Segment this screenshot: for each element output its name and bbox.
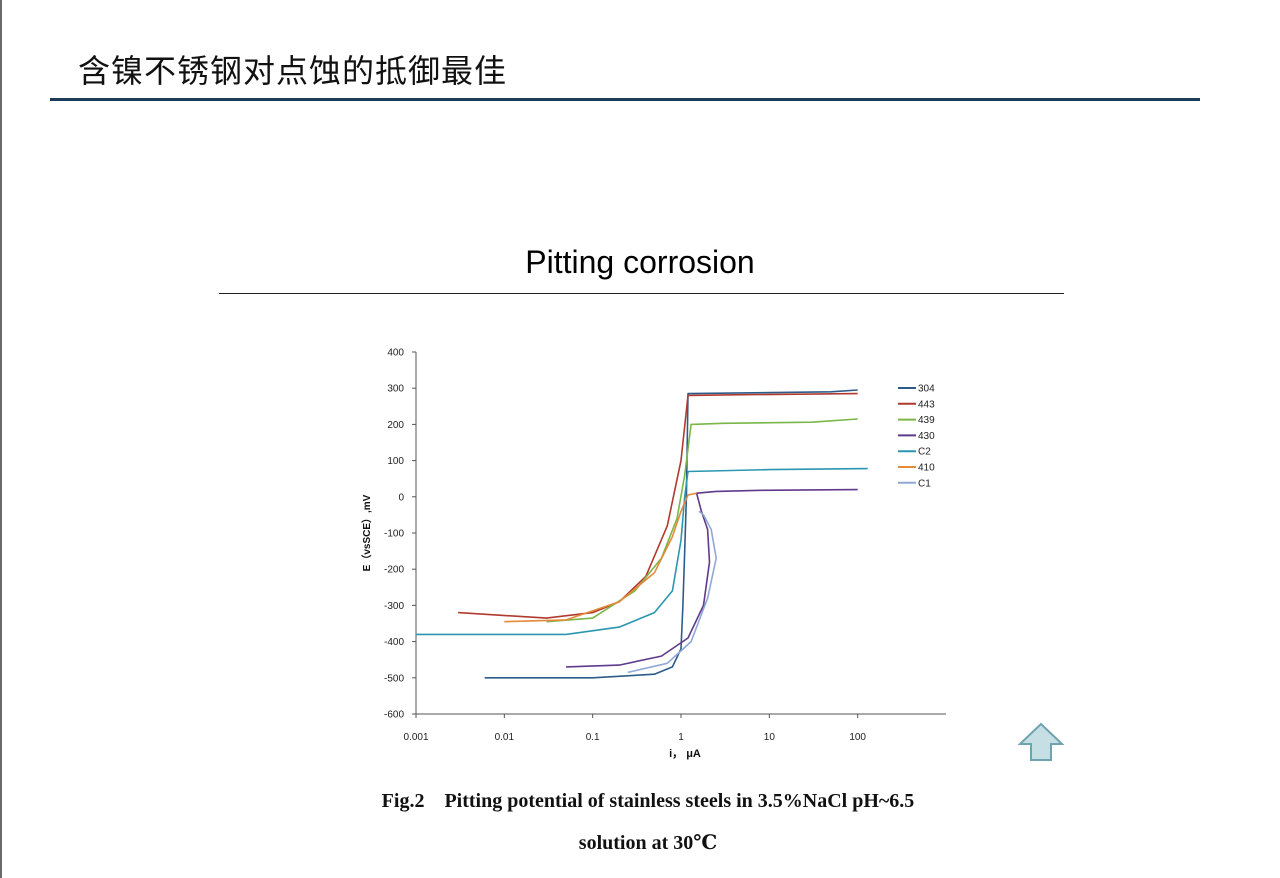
- y-tick-label: 100: [387, 456, 404, 467]
- y-tick-label: 0: [398, 492, 404, 503]
- x-axis-label: i， μA: [669, 748, 701, 760]
- legend-label-c2: C2: [918, 447, 931, 458]
- figure-caption-line1: Fig.2 Pitting potential of stainless ste…: [381, 790, 915, 812]
- y-axis-label: E（vsSCE）,mV: [360, 494, 373, 571]
- slide-left-border: [0, 0, 2, 878]
- x-tick-label: 10: [764, 732, 776, 743]
- chart-series-layer: [416, 389, 868, 679]
- x-tick-label: 0.1: [586, 732, 600, 743]
- legend-label-430: 430: [918, 431, 935, 442]
- series-line-443: [458, 392, 858, 619]
- y-tick-label: 400: [387, 348, 404, 359]
- y-tick-label: -500: [384, 673, 404, 684]
- legend-label-c1: C1: [918, 478, 931, 489]
- legend-label-410: 410: [918, 463, 935, 474]
- heading-divider: [219, 293, 1064, 294]
- y-tick-label: -100: [384, 529, 404, 540]
- x-tick-label: 0.01: [495, 732, 515, 743]
- figure-caption-line2: solution at 30℃: [578, 832, 718, 854]
- x-tick-label: 1: [678, 732, 684, 743]
- slide-title: 含镍不锈钢对点蚀的抵御最佳: [78, 52, 508, 90]
- y-tick-label: -400: [384, 637, 404, 648]
- series-line-430: [566, 488, 858, 668]
- y-tick-label: -200: [384, 565, 404, 576]
- y-tick-label: 200: [387, 420, 404, 431]
- y-tick-label: -600: [384, 710, 404, 721]
- up-arrow-icon[interactable]: [1018, 722, 1064, 762]
- legend-label-443: 443: [918, 399, 935, 410]
- series-line-410: [504, 492, 697, 623]
- chart-legend: 304 443 439 430 C2 410 C1: [898, 384, 935, 489]
- y-tick-label: 300: [387, 384, 404, 395]
- series-line-c2: [416, 467, 868, 636]
- legend-label-304: 304: [918, 384, 935, 395]
- chart-heading: Pitting corrosion: [525, 244, 755, 280]
- chart-axes: 400 300 200 100 0 -100 -200 -300 -400 -500 -600 0.0…: [384, 348, 946, 743]
- series-line-439: [546, 418, 858, 623]
- title-divider: [50, 98, 1200, 101]
- legend-label-439: 439: [918, 415, 935, 426]
- x-tick-label: 100: [849, 732, 866, 743]
- series-line-c1: [627, 510, 718, 674]
- x-tick-label: 0.001: [403, 732, 428, 743]
- y-tick-label: -300: [384, 601, 404, 612]
- series-line-304: [484, 389, 858, 679]
